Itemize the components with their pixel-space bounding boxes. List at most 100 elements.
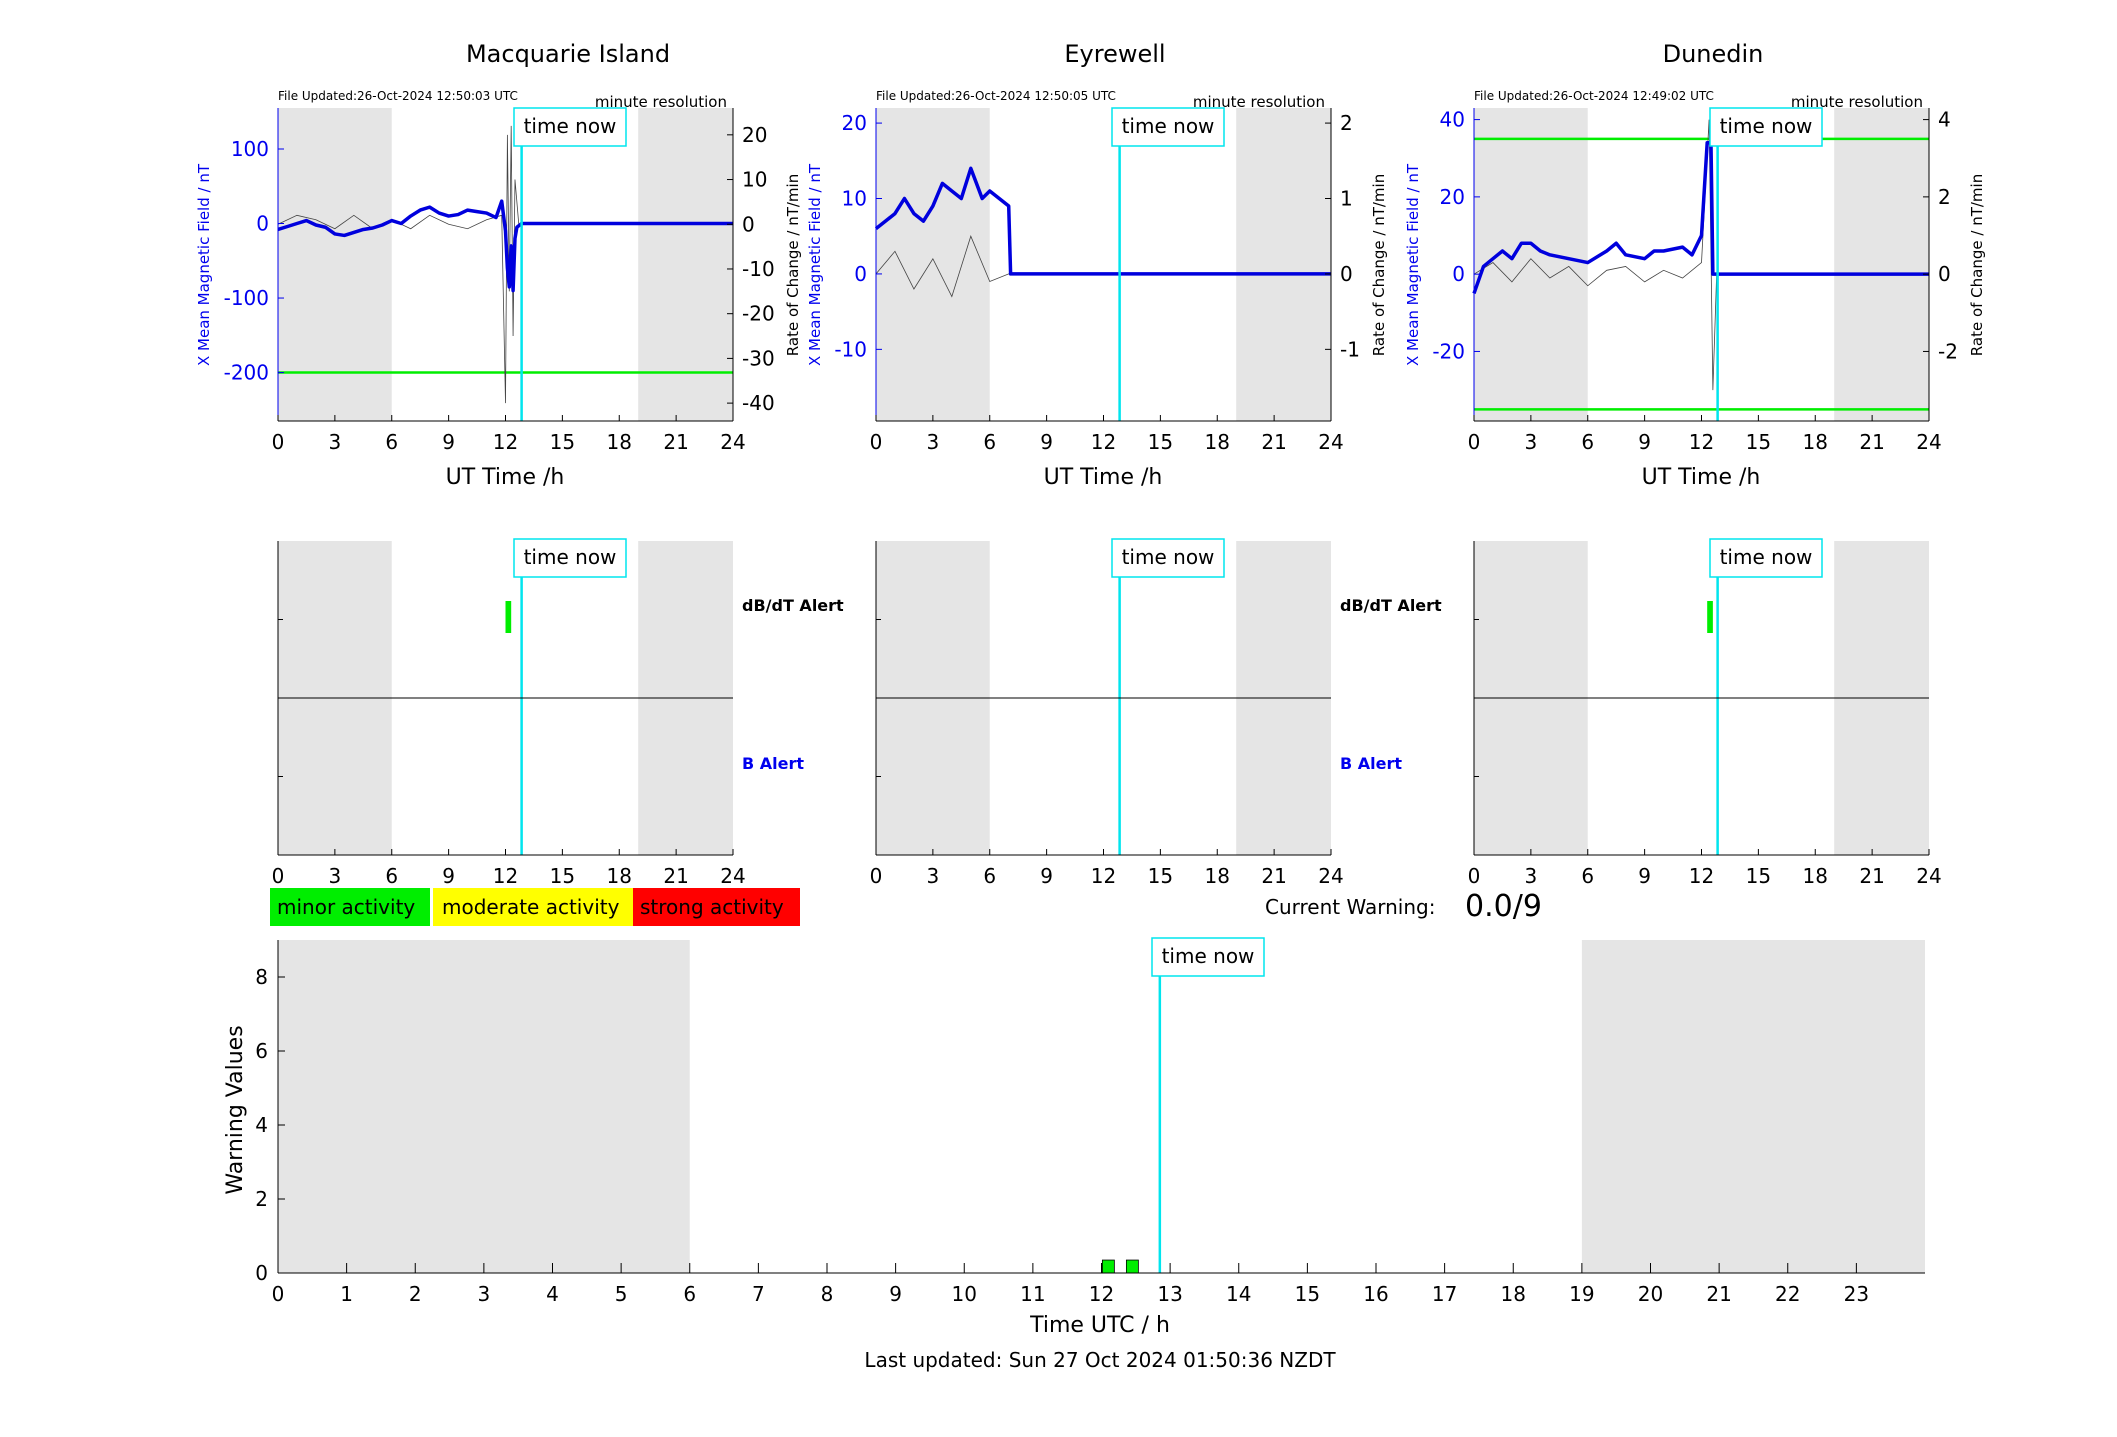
x-tick-label: 21 [1261, 864, 1286, 888]
warning-x-tick-label: 23 [1844, 1282, 1869, 1306]
time-now-box: time now [1709, 538, 1823, 578]
x-tick-label: 15 [1148, 430, 1173, 454]
night-shade [278, 108, 392, 421]
y-axis-label-field: X Mean Magnetic Field / nT [195, 163, 213, 366]
left-tick-label: 20 [842, 111, 867, 135]
x-tick-label: 9 [442, 430, 455, 454]
current-warning-value: 0.0/9 [1465, 889, 1542, 924]
right-tick-label: 2 [1938, 185, 1951, 209]
x-tick-label: 0 [272, 864, 285, 888]
x-tick-label: 6 [385, 864, 398, 888]
x-tick-label: 6 [1581, 430, 1594, 454]
warning-bar [1101, 1259, 1115, 1274]
x-tick-label: 6 [1581, 864, 1594, 888]
time-now-box: time now [1151, 937, 1265, 977]
time-now-box: time now [1111, 107, 1225, 147]
x-tick-label: 21 [1261, 430, 1286, 454]
x-tick-label: 24 [1916, 864, 1941, 888]
legend-strong-swatch [633, 888, 800, 926]
x-tick-label: 24 [1916, 430, 1941, 454]
night-shade [876, 108, 990, 421]
x-tick-label: 12 [1091, 864, 1116, 888]
warning-x-tick-label: 6 [683, 1282, 696, 1306]
x-axis-label: UT Time /h [1642, 465, 1761, 490]
dbdt-alert-label: dB/dT Alert [1340, 596, 1442, 615]
resolution-text: minute resolution [595, 93, 727, 111]
x-tick-label: 0 [870, 864, 883, 888]
warning-y-tick-label: 8 [255, 965, 268, 989]
x-tick-label: 12 [1091, 430, 1116, 454]
station-title: Dunedin [1663, 40, 1764, 68]
right-tick-label: 20 [742, 123, 767, 147]
right-tick-label: -2 [1938, 339, 1958, 363]
right-tick-label: 1 [1340, 187, 1353, 211]
x-tick-label: 3 [927, 430, 940, 454]
right-tick-label: 0 [742, 212, 755, 236]
warning-x-tick-label: 12 [1089, 1282, 1114, 1306]
magnetic-field-line [277, 199, 733, 293]
left-tick-label: 40 [1440, 108, 1465, 132]
night-shade [1474, 108, 1588, 421]
left-tick-label: 20 [1440, 185, 1465, 209]
x-tick-label: 12 [1689, 864, 1714, 888]
x-tick-label: 3 [329, 864, 342, 888]
file-updated-text: File Updated:26-Oct-2024 12:49:02 UTC [1474, 89, 1714, 103]
x-tick-label: 18 [607, 864, 632, 888]
legend-strong-label: strong activity [640, 895, 784, 919]
resolution-text: minute resolution [1791, 93, 1923, 111]
x-tick-label: 21 [1859, 864, 1884, 888]
b-alert-label: B Alert [1340, 754, 1402, 773]
warning-x-tick-label: 16 [1363, 1282, 1388, 1306]
right-tick-label: -1 [1340, 337, 1360, 361]
night-shade [1581, 940, 1925, 1273]
dbdt-alert-label: dB/dT Alert [742, 596, 844, 615]
rate-of-change-line [875, 235, 1011, 298]
x-tick-label: 3 [927, 864, 940, 888]
warning-x-tick-label: 3 [478, 1282, 491, 1306]
x-axis-label: UT Time /h [446, 465, 565, 490]
warning-x-tick-label: 21 [1706, 1282, 1731, 1306]
time-now-label: time now [1162, 944, 1255, 968]
warning-x-tick-label: 4 [546, 1282, 559, 1306]
time-now-label: time now [1720, 545, 1813, 569]
time-now-label: time now [524, 545, 617, 569]
warning-x-tick-label: 11 [1020, 1282, 1045, 1306]
station-panel-eyrewell: Eyrewell File Updated:26-Oct-2024 12:50:… [806, 40, 1442, 888]
b-alert-label: B Alert [742, 754, 804, 773]
magnetic-field-line [1472, 141, 1929, 295]
night-shade [638, 108, 733, 421]
left-tick-label: 10 [842, 187, 867, 211]
warning-x-axis-label: Time UTC / h [1029, 1313, 1170, 1338]
x-tick-label: 21 [1859, 430, 1884, 454]
alert-plot: 0 3 6 9 12 15 18 21 24 [870, 541, 1344, 888]
time-now-box: time now [1111, 538, 1225, 578]
rate-of-change-line [277, 125, 520, 404]
x-tick-label: 15 [550, 864, 575, 888]
x-tick-label: 9 [442, 864, 455, 888]
warning-x-tick-label: 17 [1432, 1282, 1457, 1306]
resolution-text: minute resolution [1193, 93, 1325, 111]
legend-minor-swatch [270, 888, 430, 926]
x-tick-label: 12 [1689, 430, 1714, 454]
warning-y-tick-label: 2 [255, 1187, 268, 1211]
warning-x-tick-label: 19 [1569, 1282, 1594, 1306]
x-axis-label: UT Time /h [1044, 465, 1163, 490]
x-tick-label: 15 [1746, 430, 1771, 454]
right-tick-label: 0 [1340, 262, 1353, 286]
warning-y-axis-label: Warning Values [223, 1025, 248, 1194]
x-tick-label: 18 [1803, 864, 1828, 888]
magnetic-field-line [874, 166, 1331, 276]
x-tick-label: 0 [1468, 864, 1481, 888]
y-axis-label-rate: Rate of Change / nT/min [784, 174, 802, 356]
x-tick-label: 3 [1525, 864, 1538, 888]
warning-bar [1125, 1259, 1139, 1274]
left-tick-label: 0 [256, 212, 269, 236]
warning-x-tick-label: 7 [752, 1282, 765, 1306]
right-tick-label: -20 [742, 302, 775, 326]
warning-x-tick-label: 5 [615, 1282, 628, 1306]
x-tick-label: 15 [550, 430, 575, 454]
